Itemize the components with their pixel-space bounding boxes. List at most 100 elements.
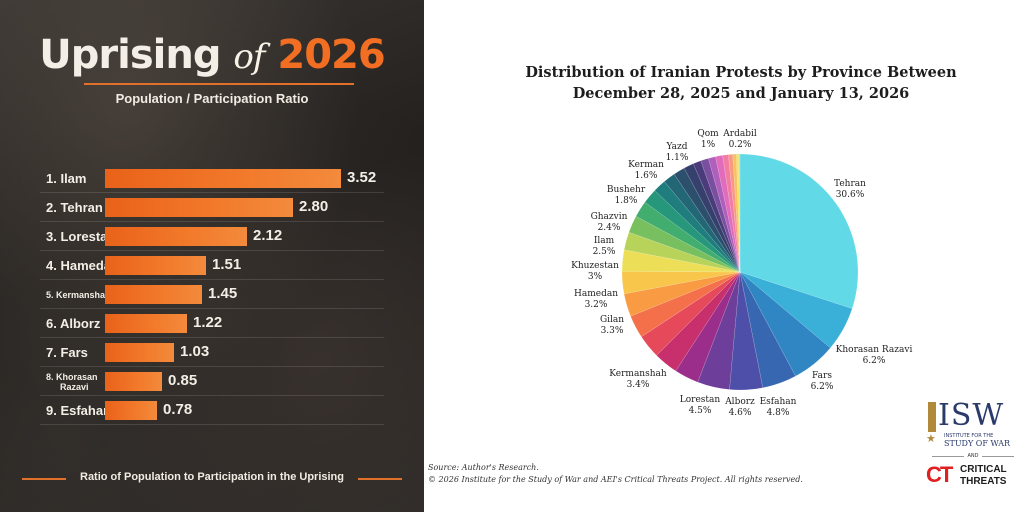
bar-value-label: 0.78 <box>163 401 193 418</box>
source-line: Source: Author's Research. <box>428 463 539 472</box>
pie-slice <box>683 163 741 273</box>
row-divider <box>40 366 384 367</box>
bar-value-label: 1.22 <box>193 314 223 331</box>
row-divider <box>40 279 384 280</box>
pie-slice <box>663 173 741 273</box>
pie-slice <box>656 271 741 372</box>
infographic-subtitle: Population / Participation Ratio <box>115 91 309 106</box>
pie-slice <box>697 271 741 390</box>
pie-slice <box>728 154 741 273</box>
ct-text: CRITICAL THREATS <box>960 464 1007 488</box>
bar-category-label: 2. Tehran <box>46 200 103 215</box>
pie-title-line-2: December 28, 2025 and January 13, 2026 <box>572 85 910 102</box>
pie-slice <box>722 154 741 273</box>
pie-slice <box>630 271 741 338</box>
pie-slice <box>732 153 741 273</box>
bar <box>105 372 162 391</box>
pie-slice-label: Fars 6.2% <box>811 371 834 392</box>
title-divider <box>84 83 354 85</box>
pie-slice <box>623 231 741 273</box>
pie-slice <box>739 271 796 389</box>
pie-slice <box>700 158 741 273</box>
bar <box>105 314 187 333</box>
isw-logo: ISW ★ INSTITUTE FOR THE STUDY OF WAR <box>924 398 1020 452</box>
row-divider <box>40 337 384 338</box>
isw-institute-text: INSTITUTE FOR THE <box>944 433 994 439</box>
bar-category-label: 8. Khorasan Razavi <box>46 372 98 392</box>
isw-column-mark <box>928 402 936 432</box>
pie-slice <box>654 181 741 273</box>
row-divider <box>40 221 384 222</box>
pie-slice-label: Kermanshah 3.4% <box>609 369 667 390</box>
pie-slice-label: Khorasan Razavi 6.2% <box>836 345 913 366</box>
copyright-line: © 2026 Institute for the Study of War an… <box>428 475 803 484</box>
pie-slice <box>675 271 741 383</box>
pie-title-line-1: Distribution of Iranian Protests by Prov… <box>525 64 957 81</box>
pie-slice-label: Khuzestan 3% <box>571 261 619 282</box>
bar <box>105 227 247 246</box>
ct-line-critical: CRITICAL <box>960 464 1007 475</box>
critical-threats-logo: CT CRITICAL THREATS <box>926 460 1018 500</box>
pie-slice <box>623 271 741 317</box>
bar-value-label: 1.03 <box>180 343 210 360</box>
bar-category-label: 3. Lorestan <box>46 229 116 244</box>
pie-slice-label: Kerman 1.6% <box>628 160 664 181</box>
pie-slice-label: Lorestan 4.5% <box>680 395 721 416</box>
pie-slice <box>738 153 741 273</box>
bar-value-label: 1.45 <box>208 285 238 302</box>
pie-slice <box>673 167 741 273</box>
pie-slice <box>739 153 859 309</box>
pie-slice-label: Bushehr 1.8% <box>607 185 646 206</box>
footer-divider-left <box>22 478 66 480</box>
pie-slice-label: Esfahan 4.8% <box>760 397 797 418</box>
pie-slice <box>621 249 741 273</box>
pie-slice-label: Gilan 3.3% <box>600 315 624 336</box>
bar <box>105 343 174 362</box>
pie-slice <box>739 271 831 377</box>
pie-slice-label: Qom 1% <box>697 129 719 150</box>
pie-slice-label: Yazd 1.1% <box>665 142 688 163</box>
pie-slice <box>644 190 741 273</box>
pie-slice-label: Ardabil 0.2% <box>722 129 757 150</box>
pie-slice <box>708 156 741 273</box>
pie-slice-label: Alborz 4.6% <box>724 397 755 418</box>
pie-slice <box>621 271 741 295</box>
row-divider <box>40 395 384 396</box>
bar <box>105 169 341 188</box>
row-divider <box>40 192 384 193</box>
pie-chart-title: Distribution of Iranian Protests by Prov… <box>436 62 1024 104</box>
bar-category-label: 9. Esfahan <box>46 403 112 418</box>
pie-slice <box>641 271 741 356</box>
logo-and-text: AND <box>938 453 1008 459</box>
title-word-of: of <box>233 37 265 77</box>
title-word-uprising: Uprising <box>39 32 221 78</box>
isw-letters: ISW <box>938 398 1005 433</box>
title-word-year: 2026 <box>277 32 385 78</box>
pie-slice <box>628 216 741 273</box>
star-icon: ★ <box>926 432 936 445</box>
pie-slice-label: Hamedan 3.2% <box>574 289 618 310</box>
footer-divider-right <box>358 478 402 480</box>
pie-slice <box>693 160 741 273</box>
uprising-infographic: Uprising of 2026 Population / Participat… <box>0 0 424 512</box>
bar <box>105 401 157 420</box>
bar-value-label: 3.52 <box>347 169 377 186</box>
bar-value-label: 1.51 <box>212 256 242 273</box>
bar-value-label: 2.12 <box>253 227 283 244</box>
pie-slice-label: Tehran 30.6% <box>834 179 866 200</box>
pie-slice <box>739 271 853 349</box>
pie-slice <box>736 153 741 273</box>
bar-category-label: 5. Kermanshah <box>46 290 111 300</box>
row-divider <box>40 250 384 251</box>
bar-value-label: 2.80 <box>299 198 329 215</box>
bar <box>105 198 293 217</box>
source-note: Source: Author's Research. © 2026 Instit… <box>428 462 803 486</box>
ratio-bar-chart: 1. Ilam 3.52 2. Tehran 2.80 3. Lorestan 2.12 4… <box>0 0 424 512</box>
ct-mark: CT <box>926 462 953 487</box>
and-label: AND <box>964 453 982 459</box>
infographic-title: Uprising of 2026 <box>0 30 424 82</box>
pie-slice <box>635 201 741 273</box>
pie-slice <box>729 271 764 391</box>
ct-line-threats: THREATS <box>960 476 1007 487</box>
